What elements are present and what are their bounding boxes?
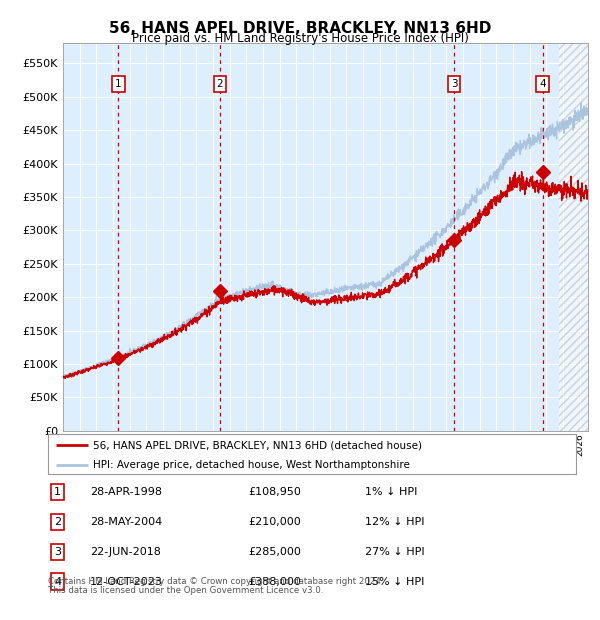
Text: 15% ↓ HPI: 15% ↓ HPI (365, 577, 424, 587)
Text: 22-JUN-2018: 22-JUN-2018 (90, 547, 161, 557)
Text: Contains HM Land Registry data © Crown copyright and database right 2024.: Contains HM Land Registry data © Crown c… (48, 577, 383, 586)
Text: Price paid vs. HM Land Registry's House Price Index (HPI): Price paid vs. HM Land Registry's House … (131, 32, 469, 45)
Text: 56, HANS APEL DRIVE, BRACKLEY, NN13 6HD (detached house): 56, HANS APEL DRIVE, BRACKLEY, NN13 6HD … (93, 440, 422, 450)
Text: 1: 1 (54, 487, 61, 497)
Text: 3: 3 (54, 547, 61, 557)
Text: 1: 1 (115, 79, 122, 89)
Text: 28-MAY-2004: 28-MAY-2004 (90, 517, 163, 527)
Text: £210,000: £210,000 (248, 517, 301, 527)
Text: 3: 3 (451, 79, 457, 89)
Text: 12% ↓ HPI: 12% ↓ HPI (365, 517, 424, 527)
Text: 12-OCT-2023: 12-OCT-2023 (90, 577, 163, 587)
Text: 2: 2 (217, 79, 223, 89)
Text: 2: 2 (54, 517, 61, 527)
Text: £388,000: £388,000 (248, 577, 302, 587)
Text: 4: 4 (539, 79, 546, 89)
Bar (559, 43, 588, 431)
Text: 1% ↓ HPI: 1% ↓ HPI (365, 487, 417, 497)
Text: 56, HANS APEL DRIVE, BRACKLEY, NN13 6HD: 56, HANS APEL DRIVE, BRACKLEY, NN13 6HD (109, 21, 491, 36)
Text: £285,000: £285,000 (248, 547, 302, 557)
Text: 4: 4 (54, 577, 61, 587)
Text: 28-APR-1998: 28-APR-1998 (90, 487, 162, 497)
Text: 27% ↓ HPI: 27% ↓ HPI (365, 547, 424, 557)
Text: HPI: Average price, detached house, West Northamptonshire: HPI: Average price, detached house, West… (93, 461, 410, 471)
Text: £108,950: £108,950 (248, 487, 302, 497)
Text: This data is licensed under the Open Government Licence v3.0.: This data is licensed under the Open Gov… (48, 585, 323, 595)
